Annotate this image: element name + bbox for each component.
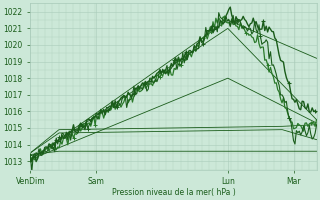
X-axis label: Pression niveau de la mer( hPa ): Pression niveau de la mer( hPa ) bbox=[112, 188, 235, 197]
